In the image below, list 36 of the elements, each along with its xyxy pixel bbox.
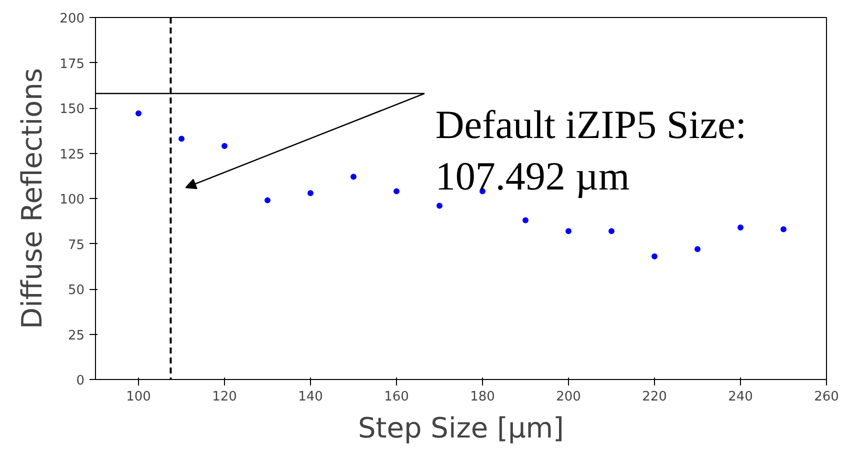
y-tick-label: 150 — [60, 102, 85, 117]
y-tick-label: 175 — [60, 56, 85, 72]
point — [308, 190, 314, 196]
x-tick-label: 240 — [728, 390, 753, 404]
x-axis-title: Step Size [μm] — [358, 412, 564, 444]
point — [222, 143, 228, 150]
y-tick-label: 200 — [60, 12, 85, 26]
annotation: Default iZIP5 Size: 107.492 µm — [435, 102, 746, 198]
y-tick-label: 25 — [68, 328, 85, 344]
x-tick-label: 260 — [814, 390, 839, 404]
y-tick-label: 125 — [60, 147, 85, 162]
point — [436, 202, 442, 209]
y-axis-title: Diffuse Reflections — [16, 68, 49, 329]
x-tick-label: 140 — [298, 390, 323, 404]
y-tick-label: 100 — [60, 192, 85, 208]
x-tick-label: 180 — [470, 390, 495, 404]
y-tick-label: 50 — [68, 283, 85, 298]
point — [694, 246, 700, 252]
point — [178, 136, 184, 142]
x-tick-label: 200 — [556, 390, 581, 404]
point — [780, 226, 786, 232]
x-tick-label: 100 — [126, 390, 151, 404]
point — [652, 253, 658, 260]
point — [566, 228, 572, 234]
point — [350, 174, 356, 180]
point — [608, 228, 614, 234]
y-tick-label: 75 — [68, 238, 85, 253]
point — [738, 224, 744, 230]
point — [522, 217, 528, 224]
point — [394, 188, 400, 194]
y-tick-label: 0 — [76, 374, 85, 388]
point — [136, 110, 142, 116]
x-tick-label: 220 — [642, 390, 667, 404]
point — [264, 197, 270, 204]
x-tick-label: 160 — [384, 390, 409, 404]
x-tick-label: 120 — [212, 390, 237, 404]
